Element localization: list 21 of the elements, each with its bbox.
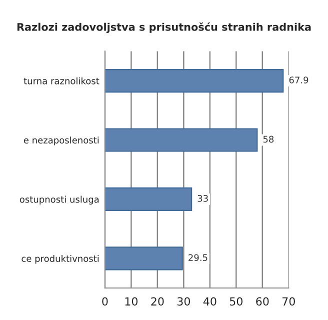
y-tick-label: ce produktivnosti [22,254,99,264]
data-label: 58 [263,136,274,143]
bar [104,187,192,212]
x-tick-label: 10 [125,297,138,306]
x-tick-label: 60 [256,297,269,306]
x-tick-label: 0 [102,297,108,306]
y-tick-label: turna raznolikost [24,77,100,84]
data-label: 29.5 [188,254,208,262]
x-tick-label: 30 [177,297,190,306]
x-tick-label: 20 [151,297,164,306]
y-tick-label: e nezaposlenosti [24,136,99,146]
x-tick-label: 50 [230,297,242,306]
x-tick-label: 70 [282,297,295,306]
x-tick-label: 40 [203,297,216,306]
bar [104,246,183,270]
bar [104,68,284,93]
chart-title: Razlozi zadovoljstva s prisutnošću stranih radnika [17,22,311,33]
bar [104,128,258,152]
data-label: 33 [198,194,208,202]
y-tick-label: ostupnosti usluga [20,196,99,205]
data-label: 67.9 [289,76,308,84]
